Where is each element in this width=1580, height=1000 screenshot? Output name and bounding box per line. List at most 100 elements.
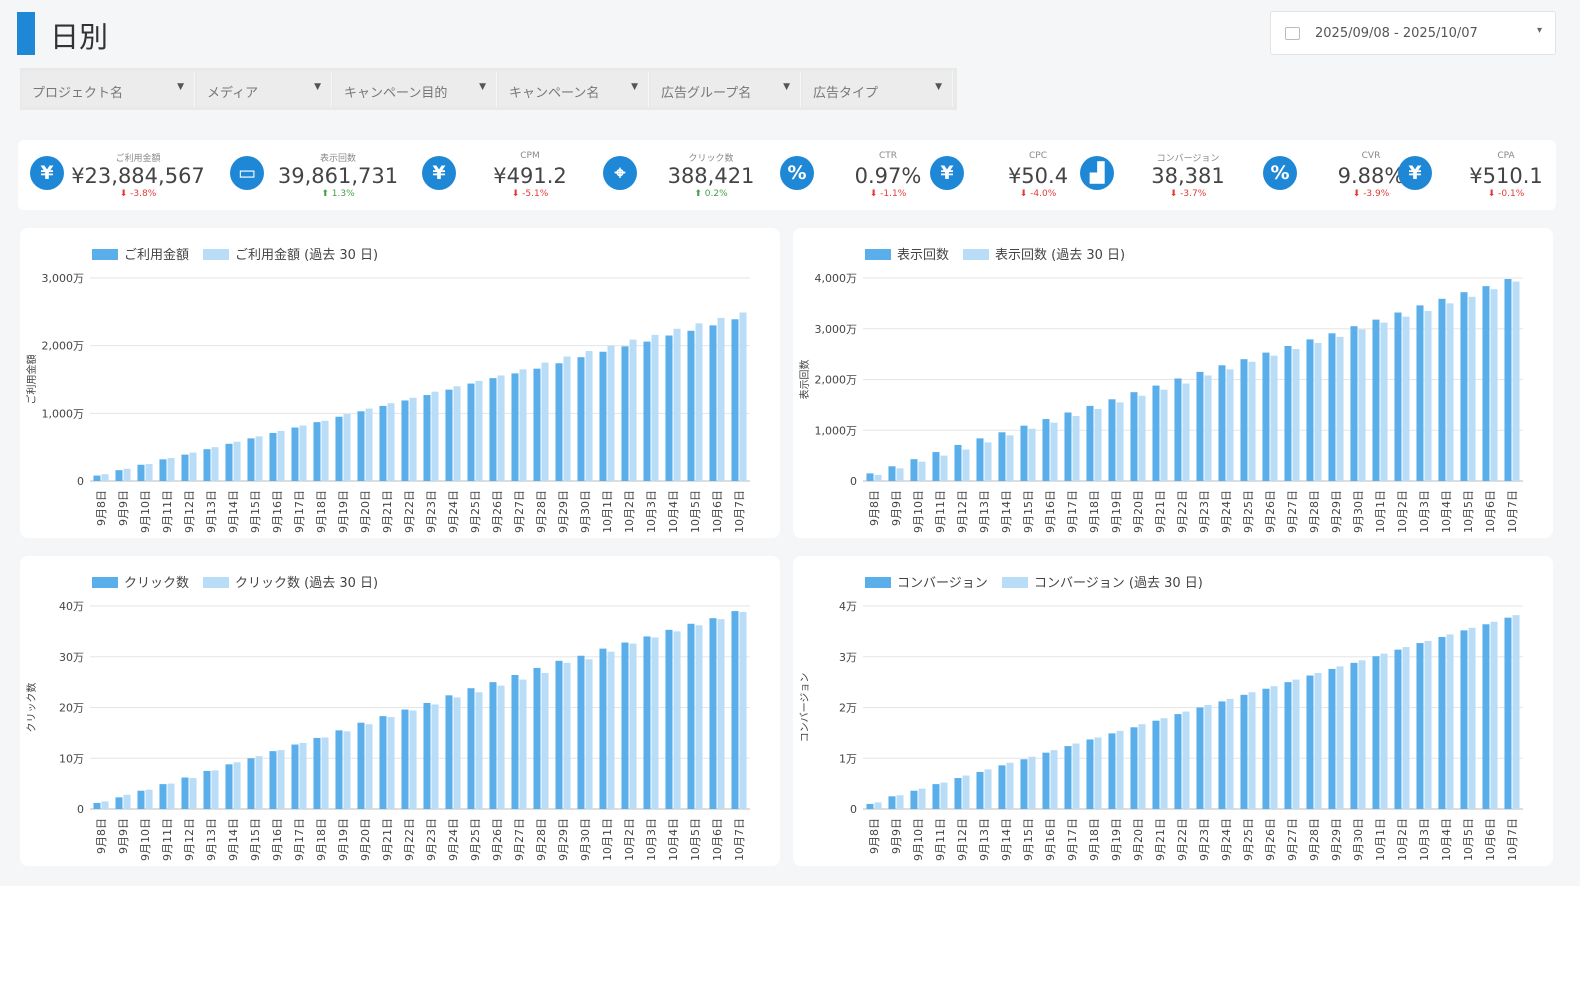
bar-previous — [299, 425, 307, 481]
bar-previous — [1446, 303, 1454, 481]
caret-down-icon: ▼ — [783, 82, 790, 92]
bar-current — [665, 629, 673, 809]
kpi-value: 0.97% — [854, 164, 922, 188]
bar-previous — [651, 637, 659, 809]
caret-down-icon: ▾ — [1536, 25, 1542, 36]
bar-previous — [563, 356, 571, 481]
bar-previous — [940, 455, 948, 481]
filter-ad-type[interactable]: 広告タイプ ▼ — [803, 71, 953, 107]
x-tick-label: 10月7日 — [1506, 818, 1519, 861]
x-tick-label: 9月29日 — [1330, 818, 1343, 861]
bar-current — [976, 771, 984, 809]
bar-current — [910, 459, 918, 481]
bar-previous — [145, 789, 153, 809]
kpi-change: ⬆ 1.3% — [321, 189, 355, 199]
legend-swatch — [203, 577, 229, 588]
filter-media[interactable]: メディア ▼ — [197, 71, 332, 107]
x-tick-label: 9月22日 — [403, 490, 416, 533]
x-tick-label: 10月4日 — [667, 818, 680, 861]
x-tick-label: 9月30日 — [1352, 490, 1365, 533]
bar-current — [643, 341, 651, 481]
bar-previous — [101, 474, 109, 481]
bar-previous — [1094, 408, 1102, 481]
kpi-label: CTR — [878, 151, 898, 161]
bar-previous — [1380, 322, 1388, 481]
x-tick-label: 9月26日 — [1264, 818, 1277, 861]
filter-project[interactable]: プロジェクト名 ▼ — [22, 71, 195, 107]
bar-current — [954, 444, 962, 481]
y-tick-label: 30万 — [59, 651, 84, 664]
kpi-value: 388,421 — [667, 164, 755, 188]
chart-card-impressions: 表示回数 表示回数 (過去 30 日) 0 1,000万 2,000万 3,000万 4,0… — [793, 228, 1553, 538]
monitor-icon: ▭ — [230, 156, 264, 190]
bar-current — [1350, 326, 1358, 481]
bar-current — [577, 357, 585, 481]
x-tick-label: 9月15日 — [1022, 490, 1035, 533]
y-tick-label: 3,000万 — [42, 272, 85, 285]
bar-current — [599, 351, 607, 481]
bar-current — [423, 702, 431, 809]
bar-previous — [123, 468, 131, 481]
y-tick-label: 0 — [77, 803, 84, 816]
y-tick-label: 2,000万 — [42, 340, 85, 353]
bar-current — [976, 438, 984, 481]
filter-ad-group-name[interactable]: 広告グループ名 ▼ — [651, 71, 801, 107]
bar-current — [181, 454, 189, 481]
bar-current — [709, 325, 717, 481]
bar-current — [335, 416, 343, 481]
x-tick-label: 9月14日 — [1000, 490, 1013, 533]
bar-previous — [255, 436, 263, 481]
kpi-change: ⬇ -3.8% — [119, 189, 157, 199]
x-tick-label: 9月25日 — [1242, 490, 1255, 533]
x-tick-label: 9月30日 — [579, 490, 592, 533]
bar-previous — [673, 328, 681, 481]
bar-previous — [1468, 296, 1476, 481]
bar-previous — [1314, 342, 1322, 481]
bar-previous — [673, 631, 681, 809]
x-tick-label: 9月30日 — [1352, 818, 1365, 861]
x-tick-label: 9月24日 — [447, 490, 460, 533]
bar-current — [665, 335, 673, 481]
bar-current — [1196, 707, 1204, 809]
filter-campaign-objective[interactable]: キャンペーン目的 ▼ — [334, 71, 497, 107]
kpi-change: ⬇ -0.1% — [1487, 189, 1525, 199]
bar-current — [1152, 720, 1160, 809]
x-tick-label: 9月8日 — [868, 490, 881, 526]
x-tick-label: 9月11日 — [161, 490, 174, 533]
kpi-change: ⬇ -4.0% — [1019, 189, 1057, 199]
bar-previous — [1358, 329, 1366, 481]
x-tick-label: 9月28日 — [1308, 818, 1321, 861]
kpi-label: クリック数 — [688, 154, 734, 164]
x-tick-label: 9月12日 — [183, 818, 196, 861]
bar-current — [401, 709, 409, 809]
bar-current — [1482, 624, 1490, 809]
bar-current — [731, 319, 739, 481]
title-accent-bar — [17, 12, 35, 55]
bar-current — [1042, 419, 1050, 481]
bar-current — [511, 675, 519, 809]
bar-previous — [607, 651, 615, 809]
bar-previous — [1490, 289, 1498, 481]
x-tick-label: 9月19日 — [1110, 490, 1123, 533]
page-title: 日別 — [50, 20, 109, 54]
x-tick-label: 9月27日 — [513, 818, 526, 861]
bar-previous — [277, 750, 285, 809]
x-tick-label: 9月22日 — [1176, 490, 1189, 533]
bar-previous — [321, 737, 329, 809]
legend-swatch — [865, 577, 891, 588]
x-tick-label: 10月2日 — [623, 818, 636, 861]
bar-current — [1504, 617, 1512, 809]
bar-current — [247, 758, 255, 809]
legend-label: クリック数 — [124, 576, 189, 591]
x-tick-label: 9月10日 — [912, 818, 925, 861]
x-tick-label: 10月6日 — [711, 818, 724, 861]
x-tick-label: 9月8日 — [868, 818, 881, 854]
bar-current — [269, 432, 277, 481]
bar-previous — [541, 362, 549, 481]
filter-campaign-name[interactable]: キャンペーン名 ▼ — [499, 71, 649, 107]
bar-previous — [123, 794, 131, 809]
x-tick-label: 9月9日 — [117, 490, 130, 526]
date-range-picker[interactable]: 2025/09/08 - 2025/10/07 ▾ — [1270, 11, 1556, 55]
chart-impressions: 表示回数 表示回数 (過去 30 日) 0 1,000万 2,000万 3,000万 4,0… — [798, 248, 1523, 533]
bar-previous — [1226, 369, 1234, 481]
